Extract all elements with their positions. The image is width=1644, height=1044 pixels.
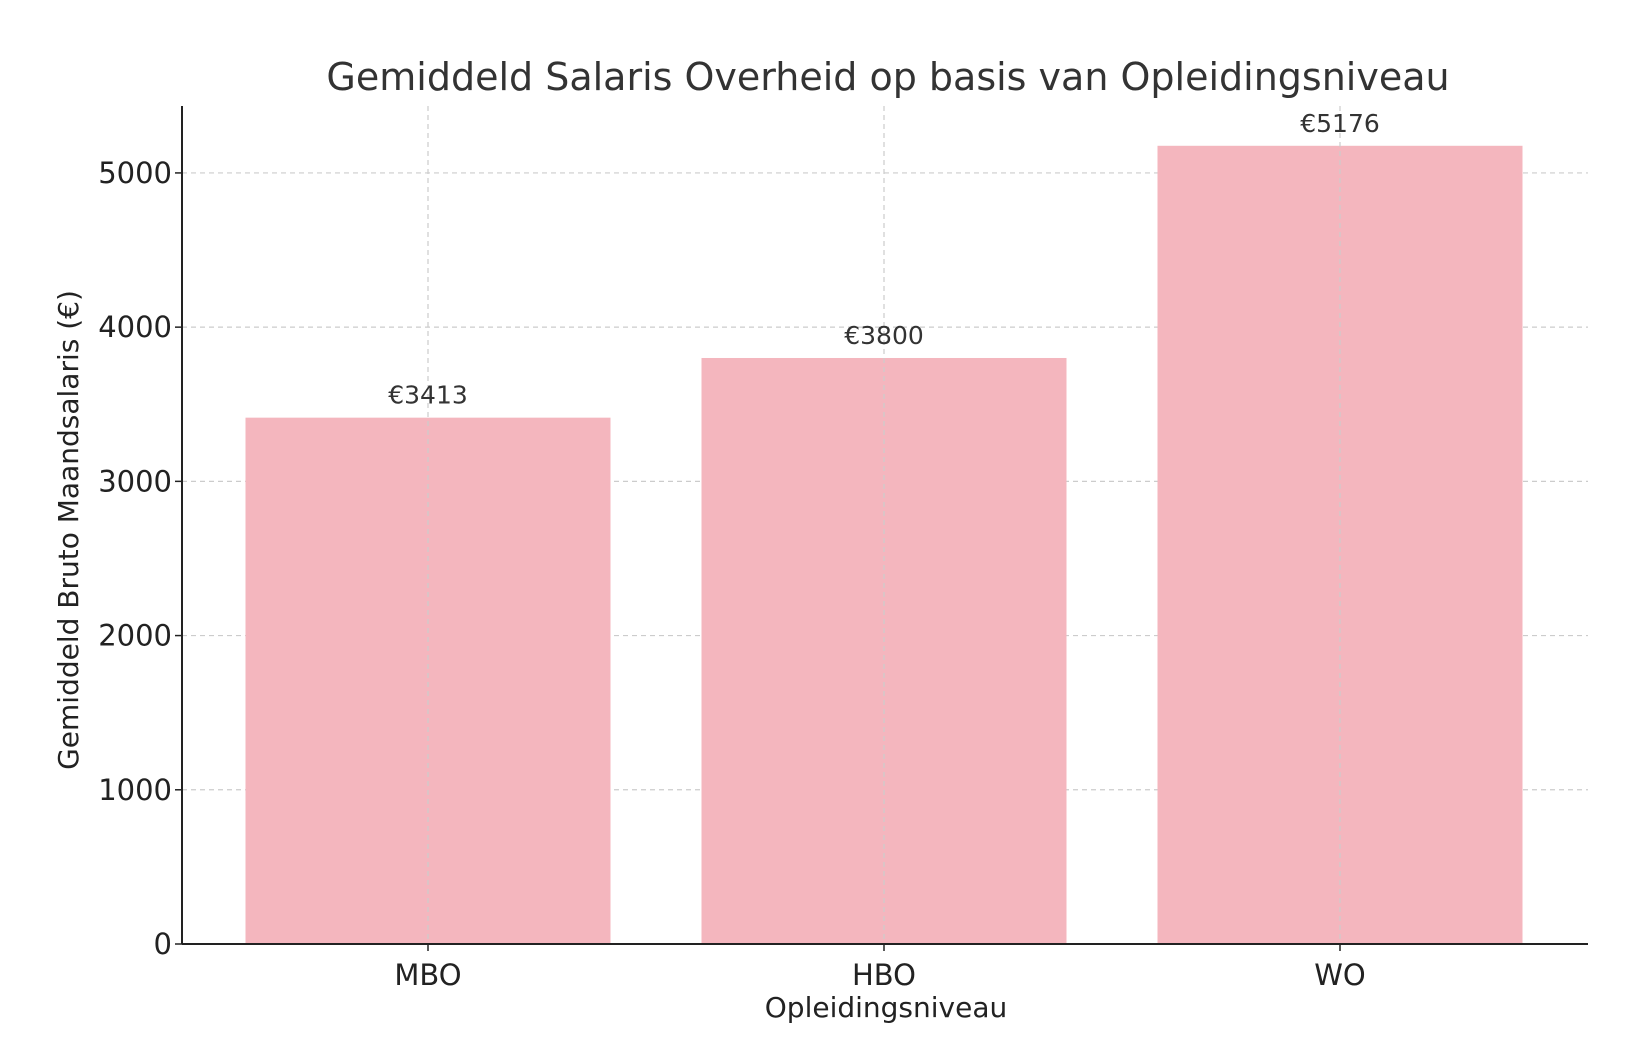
x-tick-label: WO — [1314, 958, 1366, 992]
y-tick-labels: 0 1000 2000 3000 4000 5000 — [98, 156, 172, 961]
bar-value-label: €3413 — [388, 381, 468, 410]
y-tick-label: 0 — [154, 927, 172, 961]
y-tick-label: 1000 — [98, 773, 172, 807]
vertical-grid-lines — [427, 106, 1341, 944]
bar-value-label: €3800 — [844, 321, 924, 350]
axes — [175, 106, 1588, 951]
y-tick-label: 5000 — [98, 156, 172, 190]
y-tick-label: 2000 — [98, 619, 172, 653]
y-axis-label: Gemiddeld Bruto Maandsalaris (€) — [52, 290, 85, 770]
x-tick-label: MBO — [394, 958, 461, 992]
chart-title: Gemiddeld Salaris Overheid op basis van … — [326, 55, 1449, 99]
x-tick-label: HBO — [852, 958, 916, 992]
bar-wo — [1157, 145, 1523, 945]
bar-value-labels: €3413 €3800 €5176 — [388, 109, 1380, 410]
bar-value-label: €5176 — [1300, 109, 1380, 138]
x-tick-labels: MBO HBO WO — [394, 958, 1365, 992]
y-tick-label: 4000 — [98, 310, 172, 344]
x-axis-label: Opleidingsniveau — [765, 991, 1007, 1024]
y-tick-label: 3000 — [98, 464, 172, 498]
